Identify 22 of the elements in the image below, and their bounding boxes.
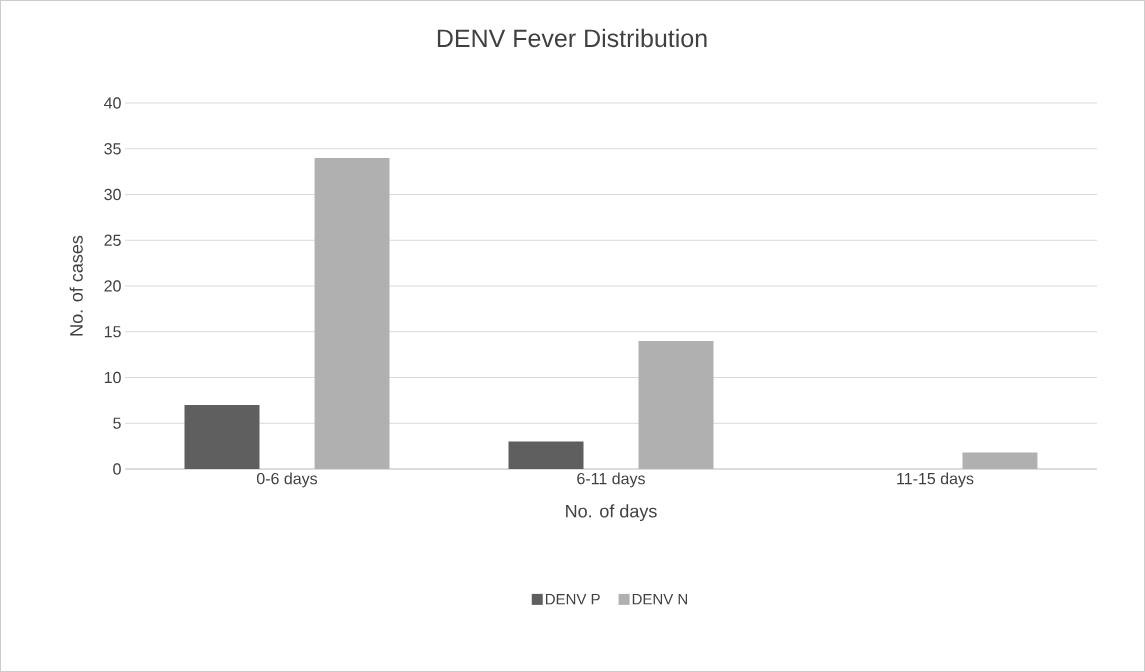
- y-tick-label: 35: [104, 143, 121, 155]
- bar: [184, 404, 260, 469]
- bar: [962, 452, 1038, 469]
- y-tick-label: 20: [104, 280, 121, 292]
- y-tick-label: 15: [104, 326, 121, 338]
- x-tick-label: 11-15 days: [897, 472, 974, 488]
- x-tick-label: 6-11 days: [577, 472, 645, 488]
- chart-title: DENV Fever Distribution: [437, 28, 707, 48]
- y-tick-label: 0: [113, 463, 121, 475]
- legend-label: DENV N: [632, 593, 688, 605]
- y-tick-label: 40: [104, 97, 121, 109]
- x-axis-title: No. of days: [566, 504, 657, 522]
- bar: [638, 340, 714, 469]
- bar: [314, 157, 390, 469]
- y-tick-label: 10: [104, 371, 121, 384]
- y-tick-label: 30: [104, 188, 121, 201]
- y-tick-label: 5: [113, 417, 121, 429]
- legend-label: DENV P: [545, 593, 600, 605]
- x-tick-label: 0-6 days: [256, 472, 318, 488]
- y-axis-title: No. of cases: [69, 235, 83, 336]
- bar: [508, 441, 584, 469]
- y-tick-label: 25: [104, 234, 121, 246]
